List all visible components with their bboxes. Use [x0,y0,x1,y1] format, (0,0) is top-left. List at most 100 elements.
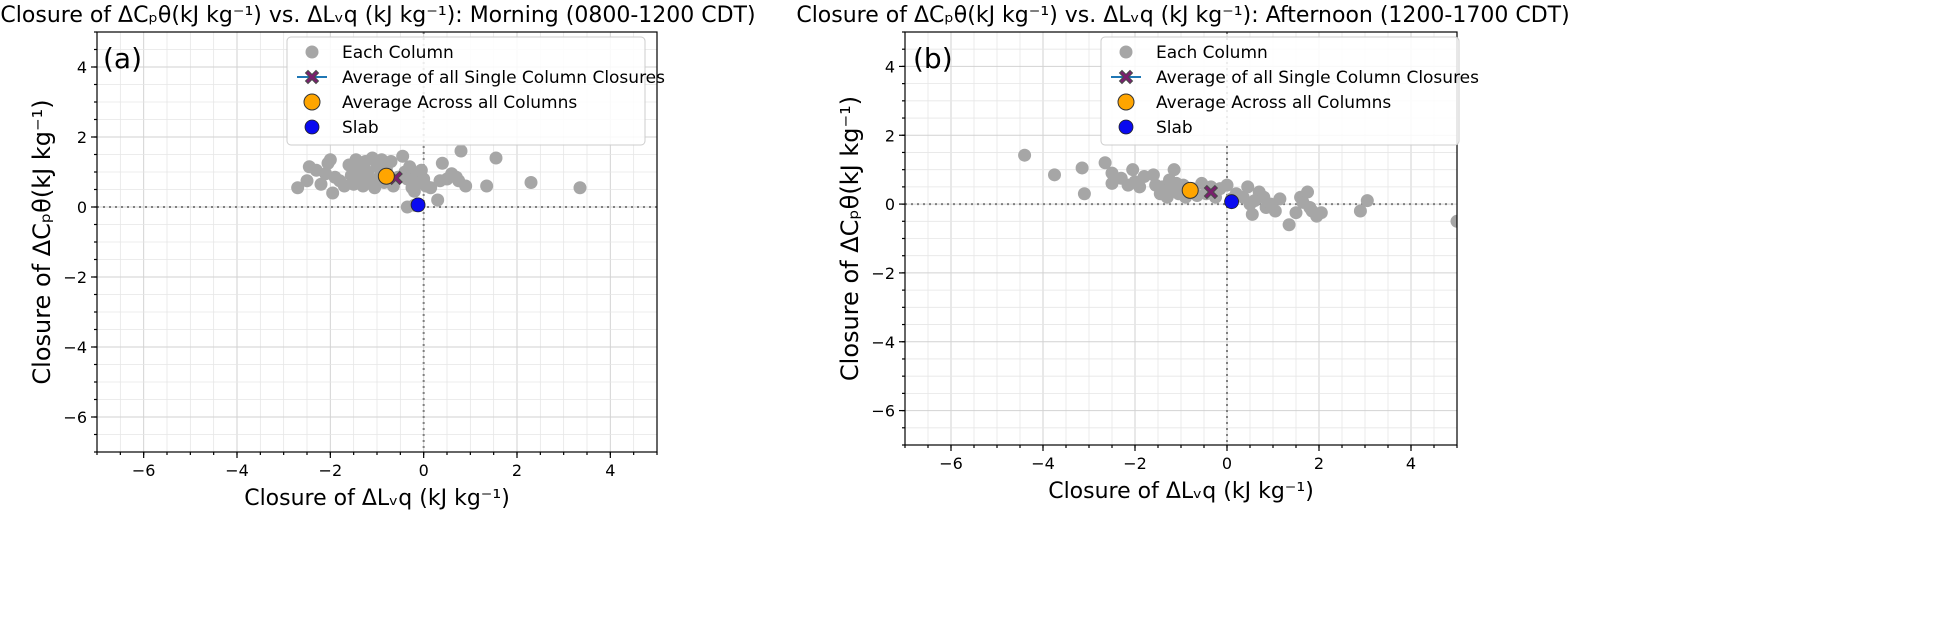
slab-marker [1224,194,1239,210]
x-tick-label: −6 [939,454,963,473]
each-column-point [1241,180,1255,194]
avg-single-column-marker [1203,184,1219,200]
x-tick-label: −2 [1123,454,1147,473]
y-tick-label: 0 [885,195,895,214]
x-tick-label: −6 [132,461,156,480]
legend: Each Column Average of all Single Column … [286,36,665,146]
legend-label: Slab [342,118,379,138]
each-column-point [1018,148,1032,162]
each-column-point [454,144,468,158]
each-column-point [1245,207,1259,221]
each-column-point [1075,161,1089,175]
each-column-point [1360,194,1374,208]
legend-label: Average of all Single Column Closures [1156,68,1479,88]
each-column-point [291,181,305,195]
each-column-point [1126,163,1140,177]
x-tick-label: 0 [419,461,429,480]
each-column-point [396,149,410,163]
each-column-point [1098,156,1112,170]
each-column-point [1133,180,1147,194]
avg-across-columns-marker [377,167,395,185]
slab-marker [410,197,426,213]
each-column-point [384,155,398,168]
x-tick-label: 0 [1222,454,1232,473]
each-column-point [1282,218,1296,232]
x-axis-label: Closure of ΔLᵥq (kJ kg⁻¹) [244,486,510,511]
each-column-point [300,174,314,188]
legend-marker [303,93,321,111]
legend-box [1100,36,1460,146]
legend-marker [1119,45,1133,59]
each-column-point [1301,185,1314,199]
y-tick-label: 4 [77,58,87,77]
chart-title: Closure of ΔCₚθ(kJ kg⁻¹) vs. ΔLᵥq (kJ kg… [796,3,1569,28]
legend-label: Slab [1156,118,1193,138]
y-tick-label: −6 [63,408,87,427]
each-column-point [1450,214,1457,228]
y-tick-label: −2 [63,268,87,287]
each-column-point [323,153,337,167]
each-column-point [431,193,445,207]
data-points [291,144,587,214]
each-column-point [1353,204,1367,218]
y-tick-label: −4 [871,333,895,352]
x-tick-label: 2 [512,461,522,480]
legend-box [286,36,646,146]
each-column-point [1268,204,1282,218]
y-tick-label: 4 [885,57,895,76]
data-points [1018,148,1457,232]
each-column-point [459,179,473,193]
each-column-point [314,177,328,191]
each-column-point [1048,168,1061,182]
y-tick-label: −2 [871,264,895,283]
x-tick-label: 4 [605,461,615,480]
each-column-point [1077,187,1091,201]
panel-label: (b) [913,42,953,75]
panel-label: (a) [103,42,142,75]
each-column-point [573,181,587,195]
x-tick-label: −2 [319,461,343,480]
x-tick-label: −4 [225,461,249,480]
each-column-point [326,186,340,200]
y-axis-label: Closure of ΔCₚθ(kJ kg⁻¹) [836,96,864,381]
each-column-point [1273,192,1287,206]
legend-marker [304,69,320,85]
legend-label: Average Across all Columns [342,93,577,113]
legend-marker [1118,69,1134,85]
panel-a: −6 −4 −2 0 2 4 −6 −4 −2 0 2 4 Closure of ΔCₚθ(kJ kg⁻… [0,3,755,511]
avg-across-columns-marker [1181,181,1199,199]
y-axis-label: Closure of ΔCₚθ(kJ kg⁻¹) [28,99,56,384]
x-tick-label: 4 [1406,454,1416,473]
legend-marker [304,119,320,135]
each-column-point [1146,168,1160,182]
y-tick-label: 2 [885,126,895,145]
legend-label: Each Column [1156,43,1268,63]
each-column-point [435,156,449,170]
each-column-point [480,179,494,193]
y-tick-label: 0 [77,198,87,217]
legend-label: Each Column [342,43,454,63]
each-column-point [403,160,417,174]
each-column-point [1289,206,1303,220]
chart-title: Closure of ΔCₚθ(kJ kg⁻¹) vs. ΔLᵥq (kJ kg… [0,3,755,28]
each-column-point [524,176,538,189]
legend-label: Average of all Single Column Closures [342,68,665,88]
y-tick-label: −6 [871,402,895,421]
legend-marker [1118,119,1134,135]
legend-marker [1117,93,1135,111]
y-tick-label: 2 [77,128,87,147]
each-column-point [489,151,503,165]
x-axis-label: Closure of ΔLᵥq (kJ kg⁻¹) [1048,479,1314,504]
each-column-point [1220,178,1234,192]
legend-marker [305,45,319,59]
legend-label: Average Across all Columns [1156,93,1391,113]
legend: Each Column Average of all Single Column … [1100,36,1479,146]
each-column-point [424,181,438,195]
x-tick-label: −4 [1031,454,1055,473]
panel-b: −6 −4 −2 0 2 4 −6 −4 −2 0 2 4 Closure of ΔCₚθ(kJ kg⁻… [796,3,1569,504]
each-column-point [1314,206,1328,220]
each-column-point [1167,163,1181,177]
x-tick-label: 2 [1314,454,1324,473]
y-tick-label: −4 [63,338,87,357]
